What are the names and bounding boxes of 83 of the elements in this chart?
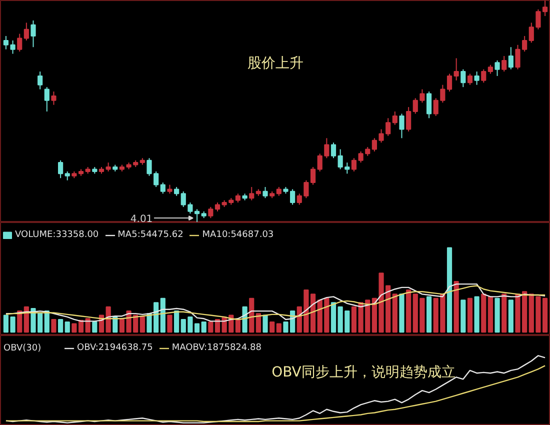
legend-label: VOLUME:33358.00: [15, 230, 99, 240]
bar: [140, 316, 145, 333]
candlestick: [338, 148, 343, 170]
bar: [474, 296, 480, 333]
candlestick: [460, 68, 466, 88]
candlestick: [502, 56, 507, 72]
legend-label: OBV:2194638.75: [77, 343, 153, 353]
bar: [467, 298, 473, 333]
candlestick: [262, 186, 268, 199]
candlestick: [194, 208, 200, 222]
bar: [72, 323, 77, 333]
candlestick: [58, 160, 64, 179]
bar: [454, 281, 459, 333]
bar: [460, 300, 466, 333]
annotation: 4.01: [130, 214, 153, 226]
bar: [112, 316, 118, 333]
bar: [406, 289, 412, 333]
candlestick: [330, 142, 336, 159]
bar: [262, 314, 268, 333]
bar: [194, 323, 200, 333]
bar: [481, 294, 486, 333]
bar: [174, 310, 180, 333]
bar: [392, 294, 398, 333]
bar: [351, 306, 357, 333]
bar: [488, 296, 493, 333]
candlestick: [10, 40, 16, 54]
bar: [249, 298, 254, 333]
candlestick: [522, 36, 528, 52]
candlestick: [399, 113, 404, 139]
bar: [508, 300, 514, 333]
bar: [92, 322, 98, 333]
candlestick: [392, 111, 398, 126]
bar: [17, 310, 22, 333]
candlestick: [426, 91, 432, 119]
candlestick: [17, 33, 22, 52]
candlestick: [467, 73, 473, 86]
chart-title: OBV(30): [4, 344, 42, 354]
candlestick: [494, 60, 500, 76]
bar: [160, 298, 166, 333]
annotation: OBV同步上升，说明趋势成立: [272, 364, 456, 380]
bar: [167, 314, 172, 333]
candlestick: [406, 106, 412, 132]
candlestick: [3, 36, 9, 50]
bar: [256, 313, 261, 333]
bar: [426, 296, 432, 333]
candlestick: [154, 170, 159, 188]
candlestick: [44, 86, 50, 112]
candlestick: [38, 71, 43, 90]
bar: [208, 322, 214, 333]
candlestick: [344, 162, 350, 174]
candlestick: [249, 186, 254, 201]
bar: [446, 247, 452, 333]
bar: [58, 318, 64, 333]
legend-label: MA10:54687.03: [202, 230, 274, 240]
candlestick: [51, 91, 56, 106]
bar: [494, 298, 500, 333]
candlestick: [208, 206, 214, 219]
candlestick: [160, 182, 166, 194]
candlestick: [508, 46, 514, 70]
bar: [242, 306, 248, 333]
bar: [399, 294, 404, 333]
candlestick: [446, 73, 452, 92]
legend-label: MA5:54475.62: [118, 230, 184, 240]
legend-label: MAOBV:1875824.88: [172, 343, 262, 353]
bar: [330, 302, 336, 333]
bar: [51, 318, 56, 333]
bar: [235, 318, 241, 333]
bar: [201, 322, 206, 333]
candlestick: [474, 71, 480, 86]
candlestick: [481, 68, 486, 84]
candlestick: [24, 22, 29, 41]
candlestick: [146, 158, 152, 176]
candlestick: [515, 44, 520, 70]
annotation: 股价上升: [248, 56, 304, 72]
bar: [24, 306, 29, 333]
bar: [270, 322, 275, 333]
candlestick: [454, 58, 459, 81]
candlestick: [30, 20, 36, 48]
candlestick: [528, 22, 534, 44]
bar: [64, 322, 70, 333]
candlestick: [351, 158, 357, 172]
bar: [276, 323, 282, 333]
bar: [502, 294, 507, 333]
